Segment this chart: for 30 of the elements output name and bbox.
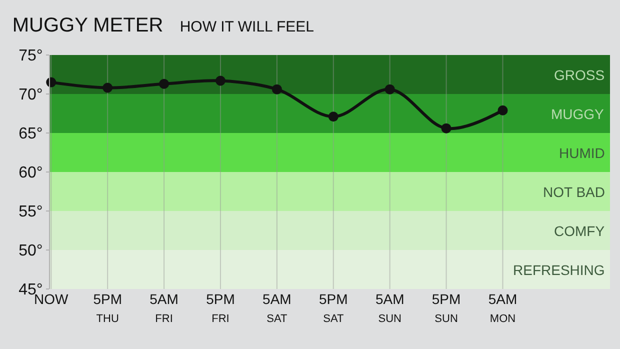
y-tick-label: 55° <box>18 204 43 221</box>
y-tick-label: 75° <box>18 48 43 65</box>
x-tick-label: 5PM FRI <box>206 291 235 326</box>
y-tick-label: 70° <box>18 86 43 104</box>
chart-title: MUGGY METER <box>12 14 164 36</box>
y-tick-label: 65° <box>18 126 43 143</box>
band-label: REFRESHING <box>513 262 605 278</box>
x-tick-label: 5AM SUN <box>375 291 404 326</box>
band-label: COMFY <box>554 223 606 239</box>
point <box>384 84 395 94</box>
y-tick-label: 60° <box>18 164 43 182</box>
point <box>215 76 226 86</box>
x-tick-label: 5PM THU <box>93 291 122 326</box>
point <box>102 82 113 93</box>
x-tick-label: 5PM SUN <box>432 291 461 326</box>
chart-subtitle: HOW IT WILL FEEL <box>180 18 314 36</box>
point <box>441 123 452 134</box>
band-label: GROSS <box>554 67 605 83</box>
band-label: HUMID <box>559 145 605 161</box>
band-label: MUGGY <box>551 106 605 122</box>
point <box>272 84 282 94</box>
x-tick-label: 5AM FRI <box>150 291 178 326</box>
point <box>159 78 170 89</box>
band-label: NOT BAD <box>543 184 605 200</box>
x-tick-label: 5PM SAT <box>318 291 348 326</box>
y-tick-label: 50° <box>18 242 43 260</box>
point <box>498 105 508 116</box>
point <box>328 112 338 122</box>
x-tick-label: 5AM SAT <box>262 291 292 326</box>
x-tick-label: 5AM MON <box>488 291 518 326</box>
